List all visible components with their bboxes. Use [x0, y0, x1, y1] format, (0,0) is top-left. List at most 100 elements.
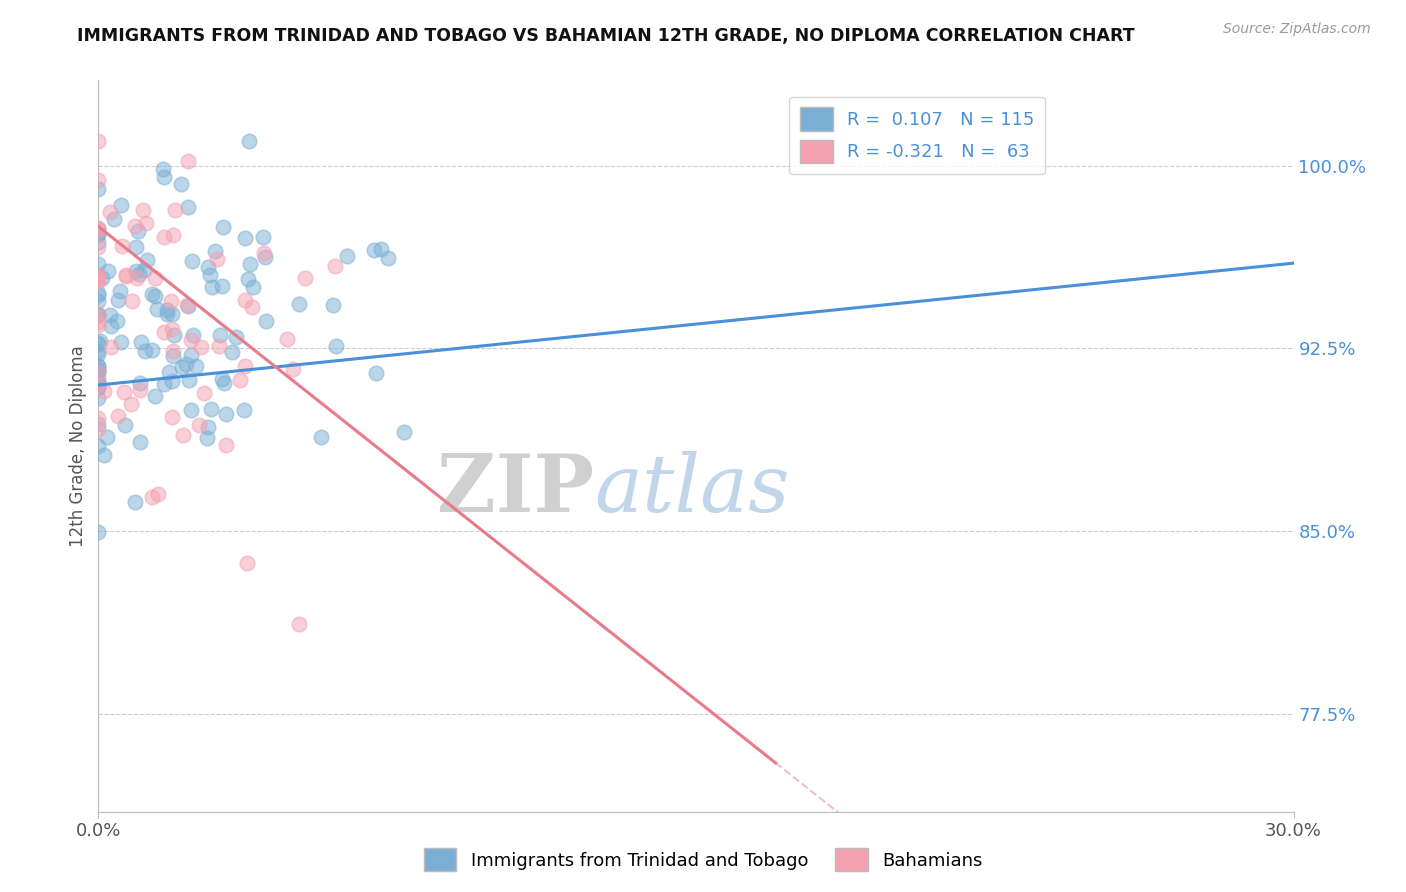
Point [87, 336, 110, 351]
Point [107, 409, 129, 424]
Point [233, 293, 256, 308]
Point [160, 410, 183, 425]
Point [87, 378, 110, 392]
Point [281, 362, 304, 376]
Text: atlas: atlas [595, 451, 790, 529]
Point [180, 348, 202, 362]
Point [124, 219, 146, 234]
Point [103, 212, 125, 227]
Point [87, 257, 110, 271]
Point [110, 198, 132, 212]
Point [225, 330, 247, 344]
Point [87, 315, 110, 329]
Point [238, 271, 260, 285]
Point [87, 285, 110, 300]
Point [211, 372, 233, 386]
Point [129, 335, 152, 350]
Point [239, 257, 262, 271]
Point [184, 359, 207, 373]
Point [124, 495, 146, 509]
Text: ZIP: ZIP [437, 450, 595, 529]
Point [221, 344, 243, 359]
Point [177, 153, 200, 168]
Point [87, 417, 110, 431]
Point [153, 376, 176, 391]
Point [212, 220, 235, 235]
Point [162, 375, 184, 389]
Point [208, 327, 231, 342]
Point [174, 357, 197, 371]
Point [87, 227, 110, 242]
Point [197, 420, 219, 434]
Point [111, 239, 134, 253]
Point [98, 308, 121, 322]
Point [288, 297, 311, 311]
Point [187, 417, 209, 432]
Point [162, 349, 184, 363]
Point [136, 253, 159, 268]
Point [87, 308, 110, 322]
Point [238, 134, 260, 148]
Point [87, 359, 110, 373]
Point [180, 402, 202, 417]
Point [87, 268, 110, 282]
Point [87, 240, 110, 254]
Point [294, 270, 316, 285]
Point [87, 274, 110, 288]
Point [87, 363, 110, 377]
Point [87, 273, 110, 287]
Point [87, 308, 110, 322]
Point [172, 428, 194, 442]
Point [162, 228, 184, 243]
Point [87, 221, 110, 235]
Legend: Immigrants from Trinidad and Tobago, Bahamians: Immigrants from Trinidad and Tobago, Bah… [416, 841, 990, 879]
Point [125, 240, 148, 254]
Point [276, 332, 298, 346]
Point [115, 268, 138, 283]
Point [200, 268, 222, 282]
Point [146, 301, 169, 316]
Point [87, 439, 110, 453]
Point [87, 376, 110, 391]
Point [87, 293, 110, 308]
Point [87, 391, 110, 405]
Point [190, 340, 212, 354]
Point [87, 182, 110, 196]
Point [87, 524, 110, 539]
Point [87, 347, 110, 361]
Point [323, 259, 346, 273]
Point [96, 430, 118, 444]
Point [200, 401, 222, 416]
Point [197, 260, 219, 274]
Point [87, 359, 110, 374]
Point [163, 327, 186, 342]
Point [87, 381, 110, 395]
Point [157, 365, 180, 379]
Text: Source: ZipAtlas.com: Source: ZipAtlas.com [1223, 22, 1371, 37]
Point [181, 328, 204, 343]
Point [87, 287, 110, 301]
Legend: R =  0.107   N = 115, R = -0.321   N =  63: R = 0.107 N = 115, R = -0.321 N = 63 [790, 96, 1046, 174]
Point [128, 434, 150, 449]
Point [215, 407, 238, 421]
Point [170, 178, 193, 192]
Point [377, 251, 399, 265]
Point [141, 287, 163, 301]
Point [370, 242, 392, 256]
Point [242, 280, 264, 294]
Point [93, 384, 115, 399]
Point [235, 556, 257, 570]
Point [363, 244, 385, 258]
Point [100, 318, 122, 333]
Point [143, 289, 166, 303]
Point [108, 284, 131, 298]
Point [153, 169, 176, 184]
Y-axis label: 12th Grade, No Diploma: 12th Grade, No Diploma [69, 345, 87, 547]
Point [160, 322, 183, 336]
Point [233, 231, 256, 245]
Point [112, 385, 135, 400]
Point [97, 264, 120, 278]
Point [87, 268, 110, 282]
Point [160, 307, 183, 321]
Point [98, 205, 121, 219]
